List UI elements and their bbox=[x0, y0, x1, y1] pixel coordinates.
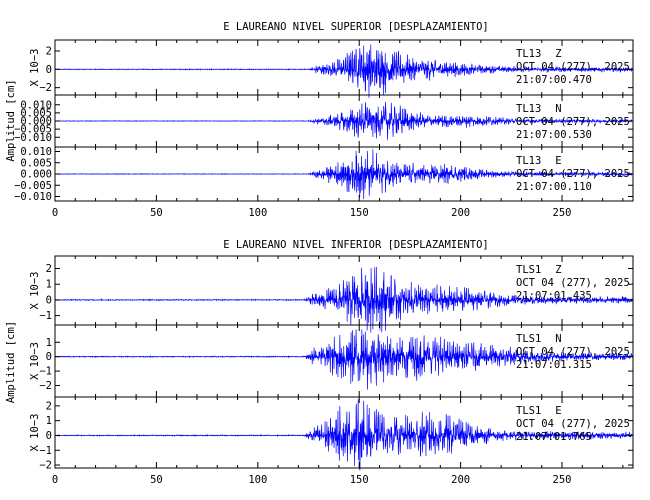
x-tick-label: 100 bbox=[248, 474, 267, 486]
event-time: 21:07:01.315 bbox=[516, 359, 592, 371]
y-tick-label: −2 bbox=[39, 380, 52, 392]
event-date: OCT 04 (277), 2025 bbox=[516, 168, 630, 180]
figure-title: E LAUREANO NIVEL INFERIOR [DESPLAZAMIENT… bbox=[223, 239, 489, 251]
y-scale-multiplier: X 10−3 bbox=[29, 414, 41, 452]
event-date: OCT 04 (277), 2025 bbox=[516, 116, 630, 128]
panel-frame bbox=[54, 396, 634, 469]
x-tick-label: 50 bbox=[150, 207, 163, 219]
y-scale-multiplier: X 10−3 bbox=[29, 342, 41, 380]
event-time: 21:07:00.470 bbox=[516, 74, 592, 86]
station-label: TLS1 E bbox=[516, 405, 562, 417]
x-tick-label: 50 bbox=[150, 474, 163, 486]
figure-2: E LAUREANO NIVEL INFERIOR [DESPLAZAMIENT… bbox=[5, 239, 634, 486]
event-date: OCT 04 (277), 2025 bbox=[516, 346, 630, 358]
component-code: E bbox=[555, 405, 561, 417]
x-tick-label: 150 bbox=[350, 474, 369, 486]
y-tick-label: 0 bbox=[46, 294, 52, 306]
component-code: N bbox=[555, 103, 561, 115]
event-date: OCT 04 (277), 2025 bbox=[516, 61, 630, 73]
x-tick-label: 200 bbox=[451, 207, 470, 219]
x-tick-label: 150 bbox=[350, 207, 369, 219]
y-tick-label: 0.000 bbox=[20, 169, 52, 181]
component-code: Z bbox=[555, 264, 561, 276]
component-code: N bbox=[555, 333, 561, 345]
x-tick-label: 250 bbox=[553, 474, 572, 486]
component-code: Z bbox=[555, 48, 561, 60]
y-tick-label: 0 bbox=[46, 351, 52, 363]
y-tick-label: 1 bbox=[46, 415, 52, 427]
station-code: TL13 bbox=[516, 48, 541, 60]
x-tick-label: 100 bbox=[248, 207, 267, 219]
event-date: OCT 04 (277), 2025 bbox=[516, 277, 630, 289]
seismic-trace bbox=[54, 149, 634, 200]
station-code: TL13 bbox=[516, 155, 541, 167]
y-tick-label: 1 bbox=[46, 337, 52, 349]
y-scale-multiplier: X 10−3 bbox=[29, 49, 41, 87]
station-label: TL13 Z bbox=[516, 48, 562, 60]
y-tick-label: 0.000 bbox=[20, 116, 52, 128]
y-tick-label: −1 bbox=[39, 445, 52, 457]
y-tick-label: 1 bbox=[46, 279, 52, 291]
event-time: 21:07:00.530 bbox=[516, 129, 592, 141]
event-time: 21:07:01.765 bbox=[516, 431, 592, 443]
y-tick-label: 0 bbox=[46, 430, 52, 442]
seismic-trace bbox=[54, 266, 634, 333]
y-tick-label: 0 bbox=[46, 64, 52, 76]
station-code: TLS1 bbox=[516, 405, 541, 417]
y-tick-label: −0.010 bbox=[14, 132, 52, 144]
figure-1: E LAUREANO NIVEL SUPERIOR [DESPLAZAMIENT… bbox=[5, 21, 634, 219]
event-time: 21:07:01.435 bbox=[516, 290, 592, 302]
seismic-trace bbox=[54, 101, 634, 140]
x-tick-label: 250 bbox=[553, 207, 572, 219]
y-tick-label: 0.010 bbox=[20, 99, 52, 111]
seismic-trace bbox=[54, 329, 634, 390]
seismic-trace bbox=[54, 44, 634, 98]
y-scale-multiplier: X 10−3 bbox=[29, 272, 41, 310]
y-tick-label: 0.010 bbox=[20, 146, 52, 158]
x-tick-label: 0 bbox=[52, 474, 58, 486]
y-tick-label: 0.005 bbox=[20, 157, 52, 169]
y-tick-label: 2 bbox=[46, 263, 52, 275]
y-tick-label: −0.005 bbox=[14, 124, 52, 136]
y-tick-label: 2 bbox=[46, 46, 52, 58]
station-label: TLS1 Z bbox=[516, 264, 562, 276]
y-axis-label: Amplitud [cm] bbox=[5, 321, 17, 403]
y-tick-label: −0.010 bbox=[14, 191, 52, 203]
y-tick-label: 0.005 bbox=[20, 107, 52, 119]
station-label: TLS1 N bbox=[516, 333, 562, 345]
y-axis-label: Amplitud [cm] bbox=[5, 79, 17, 161]
station-label: TL13 E bbox=[516, 155, 562, 167]
station-code: TLS1 bbox=[516, 264, 541, 276]
y-tick-label: −1 bbox=[39, 310, 52, 322]
x-tick-label: 200 bbox=[451, 474, 470, 486]
y-tick-label: −2 bbox=[39, 82, 52, 94]
y-tick-label: −2 bbox=[39, 460, 52, 472]
seismic-trace bbox=[54, 399, 634, 471]
event-date: OCT 04 (277), 2025 bbox=[516, 418, 630, 430]
station-code: TLS1 bbox=[516, 333, 541, 345]
y-tick-label: 2 bbox=[46, 400, 52, 412]
y-tick-label: −0.005 bbox=[14, 180, 52, 192]
component-code: E bbox=[555, 155, 561, 167]
y-tick-label: −1 bbox=[39, 366, 52, 378]
x-tick-label: 0 bbox=[52, 207, 58, 219]
station-code: TL13 bbox=[516, 103, 541, 115]
station-label: TL13 N bbox=[516, 103, 562, 115]
event-time: 21:07:00.110 bbox=[516, 181, 592, 193]
figure-title: E LAUREANO NIVEL SUPERIOR [DESPLAZAMIENT… bbox=[223, 21, 489, 33]
